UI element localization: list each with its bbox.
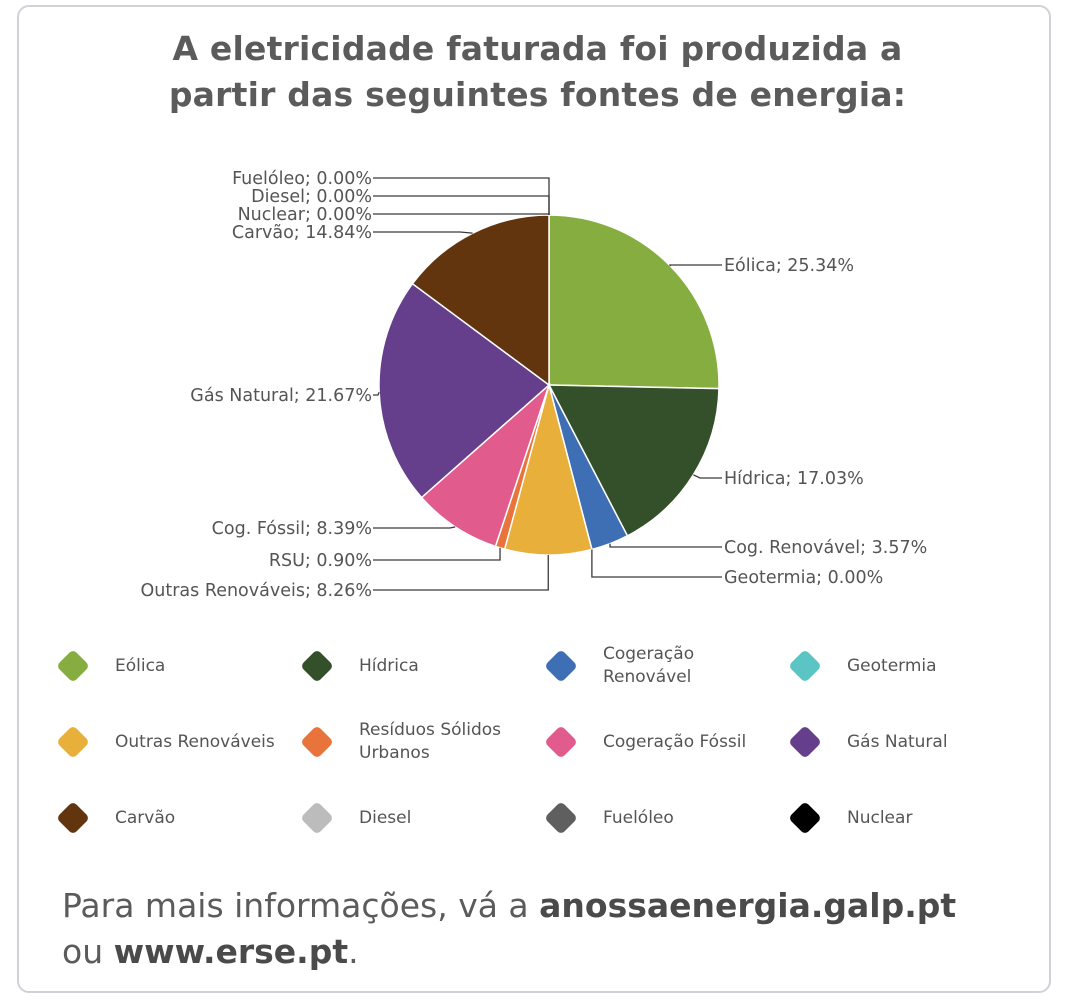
data-label-residuos-solidos-urbanos: RSU; 0.90% bbox=[269, 551, 372, 571]
data-label-cogeracao-renovavel: Cog. Renovável; 3.57% bbox=[724, 538, 927, 558]
pie-slice-outras-renovaveis bbox=[503, 382, 593, 556]
data-label-carvao: Carvão; 14.84% bbox=[232, 223, 372, 243]
footer-link-erse[interactable]: www.erse.pt bbox=[113, 932, 349, 971]
leader-line-eolica bbox=[668, 264, 722, 267]
legend-item-nuclear: Nuclear bbox=[787, 792, 1027, 852]
footer-text: Para mais informações, vá a anossaenergi… bbox=[62, 883, 1042, 975]
callout-fueloleo: Fuelóleo; 0.00% bbox=[232, 169, 550, 215]
callout-cogeracao-renovavel: Cog. Renovável; 3.57% bbox=[609, 538, 927, 558]
legend-label: Outras Renováveis bbox=[115, 731, 275, 752]
legend-swatch-icon bbox=[56, 725, 90, 759]
pie-slice-carvao bbox=[411, 214, 550, 387]
legend-label: Diesel bbox=[359, 807, 412, 828]
data-label-nuclear: Nuclear; 0.00% bbox=[238, 205, 372, 225]
callout-residuos-solidos-urbanos: RSU; 0.90% bbox=[269, 547, 501, 571]
legend-swatch-icon bbox=[300, 649, 334, 683]
footer-line-2: ou www.erse.pt. bbox=[62, 929, 1042, 975]
legend-swatch-icon bbox=[300, 801, 334, 835]
callout-hidrica: Hídrica; 17.03% bbox=[693, 469, 864, 489]
data-label-cogeracao-fossil: Cog. Fóssil; 8.39% bbox=[212, 519, 372, 539]
pie-slice-gas-natural bbox=[378, 282, 551, 499]
footer-link-anossaenergia[interactable]: anossaenergia.galp.pt bbox=[539, 886, 957, 925]
chart-title-line-1: A eletricidade faturada foi produzida a bbox=[172, 29, 903, 68]
leader-line-residuos-solidos-urbanos bbox=[373, 547, 501, 561]
legend-swatch-icon bbox=[544, 801, 578, 835]
data-label-hidrica: Hídrica; 17.03% bbox=[724, 469, 864, 489]
legend-label: Hídrica bbox=[359, 655, 419, 676]
leader-line-hidrica bbox=[693, 474, 722, 479]
legend-label: Geotermia bbox=[847, 655, 937, 676]
data-label-diesel: Diesel; 0.00% bbox=[251, 187, 372, 207]
chart-title-line-2: partir das seguintes fontes de energia: bbox=[168, 75, 907, 114]
data-label-gas-natural: Gás Natural; 21.67% bbox=[190, 386, 372, 406]
legend-item-gas-natural: Gás Natural bbox=[787, 716, 1027, 776]
legend-item-carvao: Carvão bbox=[55, 792, 295, 852]
legend-label: Carvão bbox=[115, 807, 176, 828]
legend-swatch-icon bbox=[544, 649, 578, 683]
legend-label: Resíduos Sólidos Urbanos bbox=[359, 720, 502, 763]
legend-item-fueloleo: Fuelóleo bbox=[543, 792, 783, 852]
legend-swatch-icon bbox=[56, 649, 90, 683]
legend-swatch-icon bbox=[544, 725, 578, 759]
leader-line-cogeracao-fossil bbox=[373, 526, 456, 529]
legend-item-cogeracao-fossil: Cogeração Fóssil bbox=[543, 716, 783, 776]
legend-label: Gás Natural bbox=[847, 731, 948, 752]
legend-swatch-icon bbox=[788, 725, 822, 759]
leader-line-cogeracao-renovavel bbox=[609, 543, 722, 548]
pie-chart: Eólica; 25.34% Hídrica; 17.03% Cog. Renová… bbox=[141, 169, 928, 601]
legend-swatch-icon bbox=[56, 801, 90, 835]
leader-line-nuclear bbox=[373, 213, 550, 215]
legend-label: Cogeração Renovável bbox=[603, 644, 695, 687]
pie-slice-hidrica bbox=[547, 384, 720, 537]
callout-carvao: Carvão; 14.84% bbox=[232, 223, 473, 243]
legend-item-outras-renovaveis: Outras Renováveis bbox=[55, 716, 295, 776]
pie-slice-eolica bbox=[548, 214, 720, 390]
card-frame bbox=[17, 5, 1051, 993]
data-label-eolica: Eólica; 25.34% bbox=[724, 256, 854, 276]
leader-line-outras-renovaveis bbox=[373, 554, 549, 591]
legend-swatch-icon bbox=[788, 649, 822, 683]
leader-line-geotermia bbox=[591, 549, 722, 578]
callout-outras-renovaveis: Outras Renováveis; 8.26% bbox=[141, 554, 549, 601]
legend-item-cogeracao-renovavel: Cogeração Renovável bbox=[543, 640, 783, 700]
callout-cogeracao-fossil: Cog. Fóssil; 8.39% bbox=[212, 519, 456, 539]
leader-line-diesel bbox=[373, 195, 550, 215]
legend-swatch-icon bbox=[788, 801, 822, 835]
leader-line-fueloleo bbox=[373, 177, 550, 215]
data-label-geotermia: Geotermia; 0.00% bbox=[724, 568, 883, 588]
callout-geotermia: Geotermia; 0.00% bbox=[591, 549, 883, 588]
legend-item-diesel: Diesel bbox=[299, 792, 539, 852]
footer-middle: ou bbox=[62, 932, 114, 971]
callout-eolica: Eólica; 25.34% bbox=[668, 256, 854, 276]
leader-line-gas-natural bbox=[373, 391, 380, 396]
pie-slice-cogeracao-fossil bbox=[420, 382, 551, 548]
legend-item-eolica: Eólica bbox=[55, 640, 295, 700]
footer-line-1: Para mais informações, vá a anossaenergi… bbox=[62, 883, 1042, 929]
legend-label: Cogeração Fóssil bbox=[603, 731, 747, 752]
legend-item-geotermia: Geotermia bbox=[787, 640, 1027, 700]
data-label-fueloleo: Fuelóleo; 0.00% bbox=[232, 169, 372, 189]
callout-gas-natural: Gás Natural; 21.67% bbox=[190, 386, 380, 406]
legend-item-residuos-solidos-urbanos: Resíduos Sólidos Urbanos bbox=[299, 716, 539, 776]
leader-line-carvao bbox=[373, 231, 473, 234]
footer-suffix: . bbox=[348, 932, 359, 971]
data-label-outras-renovaveis: Outras Renováveis; 8.26% bbox=[141, 581, 373, 601]
chart-title: A eletricidade faturada foi produzida a … bbox=[20, 26, 1055, 118]
footer-prefix: Para mais informações, vá a bbox=[62, 886, 540, 925]
legend-swatch-icon bbox=[300, 725, 334, 759]
legend: Eólica Hídrica Cogeração Renovável Geotermi… bbox=[55, 640, 1035, 870]
legend-item-hidrica: Hídrica bbox=[299, 640, 539, 700]
legend-label: Eólica bbox=[115, 655, 166, 676]
legend-label: Nuclear bbox=[847, 807, 913, 828]
legend-label: Fuelóleo bbox=[603, 807, 674, 828]
